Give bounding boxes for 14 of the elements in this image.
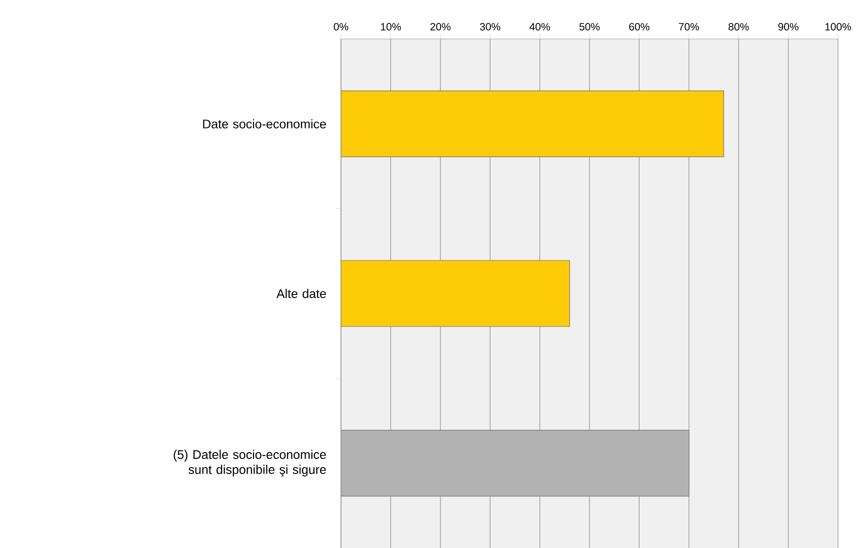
- x-tick-label: 70%: [678, 23, 700, 30]
- x-tick-label: 0%: [334, 23, 348, 30]
- y-tick-label: (5) Datele socio-economice sunt disponibile şi sigure: [174, 450, 326, 477]
- x-tick-label: 80%: [728, 23, 749, 30]
- x-tick-label: 60%: [629, 23, 650, 30]
- y-tick-label: Date socio-economice: [203, 119, 326, 128]
- x-tick-label: 30%: [480, 23, 500, 30]
- x-tick-label: 50%: [579, 23, 600, 30]
- x-tick-label: 20%: [430, 23, 451, 30]
- y-tick-label: Alte date: [276, 288, 326, 298]
- x-tick-label: 100%: [825, 23, 852, 30]
- x-tick-label: 10%: [380, 23, 401, 30]
- x-tick-label: 90%: [778, 23, 798, 30]
- x-tick-label: 40%: [530, 23, 550, 30]
